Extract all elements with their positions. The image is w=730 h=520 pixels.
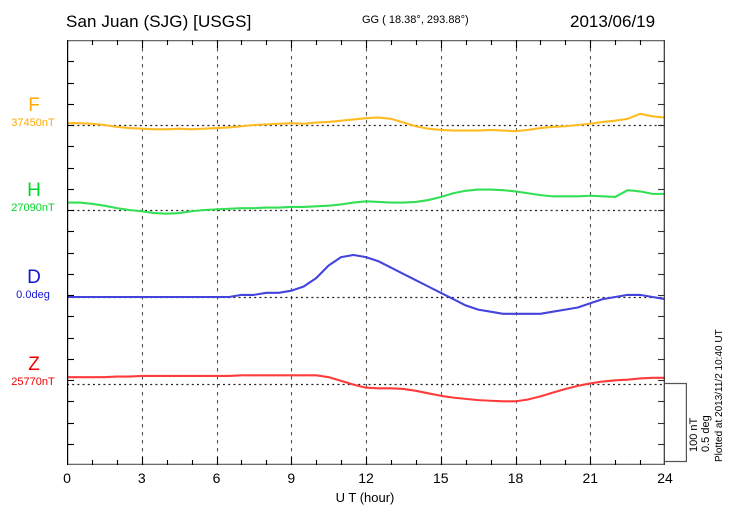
channel-letter-h: H bbox=[27, 180, 41, 201]
x-tick-label: 6 bbox=[212, 470, 221, 486]
x-tick-label: 3 bbox=[137, 470, 146, 486]
page-title: San Juan (SJG) [USGS] bbox=[66, 12, 252, 31]
x-tick-label: 18 bbox=[507, 470, 524, 486]
scale-bar-label: 100 nT 0.5 deg bbox=[688, 415, 712, 452]
axis-ticks bbox=[67, 40, 665, 465]
channel-baseline-value-d: 0.0deg bbox=[16, 289, 50, 301]
trace-f bbox=[67, 112, 665, 133]
magnetogram-plot bbox=[67, 40, 665, 465]
channel-letter-f: F bbox=[28, 95, 40, 116]
trace-z bbox=[67, 374, 665, 403]
x-tick-label: 12 bbox=[358, 470, 374, 486]
observation-date: 2013/06/19 bbox=[570, 12, 656, 31]
scale-bar-nt: 100 nT bbox=[688, 417, 700, 452]
geographic-coordinates: GG ( 18.38°, 293.88°) bbox=[362, 14, 469, 26]
channel-letter-z: Z bbox=[28, 354, 40, 375]
x-axis-title: U T (hour) bbox=[335, 490, 395, 505]
trace-d bbox=[67, 253, 665, 315]
x-tick-label: 0 bbox=[63, 470, 71, 486]
x-tick-label: 15 bbox=[432, 470, 449, 486]
channel-baseline-value-h: 27090nT bbox=[11, 202, 55, 214]
channel-baseline-value-f: 37450nT bbox=[11, 117, 55, 129]
x-tick-label: 24 bbox=[657, 470, 673, 486]
plotted-at-timestamp: Plotted at 2013/11/2 10:40 UT bbox=[714, 329, 725, 462]
scale-bar bbox=[665, 382, 687, 463]
plot-canvas bbox=[67, 40, 665, 465]
x-tick-label: 9 bbox=[287, 470, 296, 486]
channel-baseline-value-z: 25770nT bbox=[11, 376, 55, 388]
grid-lines bbox=[141, 40, 592, 465]
channel-traces bbox=[67, 112, 665, 403]
trace-h bbox=[67, 188, 665, 215]
x-tick-label: 21 bbox=[582, 470, 599, 486]
channel-letter-d: D bbox=[27, 267, 41, 288]
scale-bar-deg: 0.5 deg bbox=[700, 415, 712, 452]
